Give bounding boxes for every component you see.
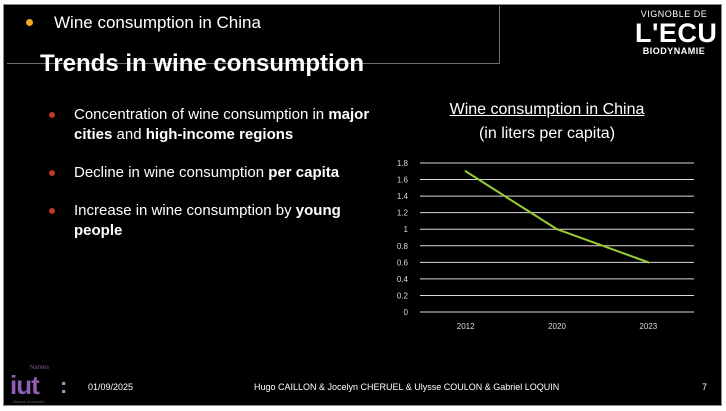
y-tick-label: 1 xyxy=(404,225,409,234)
bullet-dot-icon xyxy=(49,112,55,118)
bullet-text: high-income regions xyxy=(145,126,294,143)
slide-title: Trends in wine consumption xyxy=(40,50,365,77)
iut-logo-colon: : xyxy=(60,373,68,398)
series-line-segment xyxy=(464,170,558,231)
line-chart: 0 0.2 0.4 0.6 0.8 1 1.2 1.4 1.6 1.8 2012 2020 2023 xyxy=(397,159,694,331)
y-tick-label: 1.4 xyxy=(397,192,409,201)
bullet-text: Increase in wine consumption by xyxy=(74,202,296,219)
y-tick-label: 0.6 xyxy=(397,258,409,267)
bullet-dot-icon xyxy=(49,170,55,176)
iut-logo-word: iut xyxy=(10,370,40,400)
y-tick-label: 1.6 xyxy=(397,176,409,185)
bullet-list: Concentration of wine consumption in maj… xyxy=(44,105,374,259)
bullet-dot-icon xyxy=(49,208,55,214)
bullet-text: young people xyxy=(74,202,341,239)
topic-label: Wine consumption in China xyxy=(54,13,261,32)
logo-top-text: VIGNOBLE DE xyxy=(640,9,708,19)
x-tick-label: 2012 xyxy=(457,322,475,331)
chart-subtitle: (in liters per capita) xyxy=(478,125,616,142)
y-tick-label: 0 xyxy=(404,308,409,317)
chart-title: Wine consumption in China xyxy=(449,101,645,118)
footer-authors: Hugo CAILLON & Jocelyn CHERUEL & Ulysse … xyxy=(254,382,560,392)
vineyard-logo: VIGNOBLE DE L'ECU BIODYNAMIE xyxy=(635,9,718,57)
bullet-item: Increase in wine consumption by young pe… xyxy=(44,201,374,241)
y-tick-label: 0.4 xyxy=(397,275,409,284)
topic-box: Wine consumption in China xyxy=(7,6,500,64)
bullet-item: Decline in wine consumption per capita xyxy=(44,163,374,183)
slide: Wine consumption in China Trends in wine… xyxy=(3,4,722,406)
bullet-text: Concentration of wine consumption in xyxy=(74,106,329,123)
logo-bottom-text: BIODYNAMIE xyxy=(642,46,706,56)
footer-page-number: 7 xyxy=(702,382,708,392)
bullet-dot-icon xyxy=(26,19,33,26)
bullet-text: major cities xyxy=(74,106,370,143)
x-tick-label: 2020 xyxy=(548,322,566,331)
y-tick-label: 0.8 xyxy=(397,242,409,251)
iut-logo-small-text: Nantes xyxy=(30,365,50,371)
y-tick-label: 1.8 xyxy=(397,159,409,168)
bullet-text: Decline in wine consumption xyxy=(74,164,269,181)
logo-main-text: L'ECU xyxy=(635,18,718,48)
iut-logo: Nantes iut : Nantes Université xyxy=(8,365,68,405)
data-point xyxy=(556,228,558,231)
bullet-text: and xyxy=(112,126,146,143)
chart-title-block: Wine consumption in China (in liters per… xyxy=(424,98,670,146)
bullet-text: per capita xyxy=(268,164,340,181)
series-line-segment xyxy=(556,228,650,264)
data-point xyxy=(647,261,650,264)
bullet-item: Concentration of wine consumption in maj… xyxy=(44,105,374,145)
x-tick-label: 2023 xyxy=(639,322,657,331)
footer-date: 01/09/2025 xyxy=(88,382,134,392)
data-point xyxy=(464,170,467,173)
y-tick-label: 1.2 xyxy=(397,209,409,218)
y-tick-label: 0.2 xyxy=(397,291,409,300)
iut-logo-bottom-text: Nantes Université xyxy=(13,399,45,404)
